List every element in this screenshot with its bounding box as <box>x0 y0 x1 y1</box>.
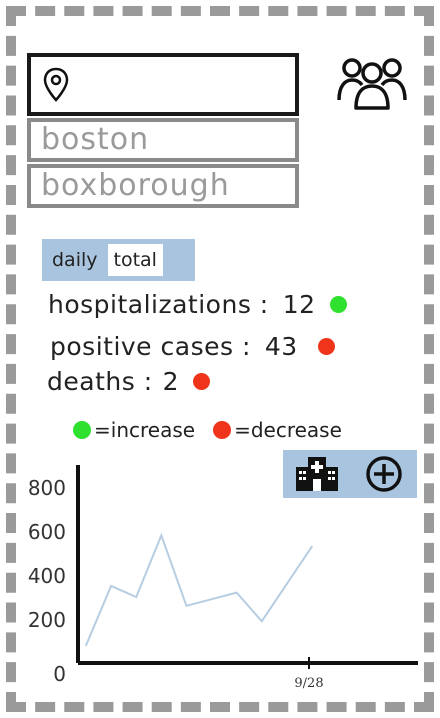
stat-value: 12 <box>282 290 316 319</box>
data-point <box>160 534 163 537</box>
x-tick-label: 9/28 <box>294 676 323 691</box>
stat-value: 2 <box>162 367 180 396</box>
decrease-dot <box>213 421 232 439</box>
data-point <box>235 591 238 594</box>
stat-label: hospitalizations : <box>48 290 269 319</box>
data-point <box>185 605 188 607</box>
tab-daily[interactable]: daily <box>52 249 98 271</box>
hospital-icon <box>295 457 338 491</box>
people-button[interactable] <box>336 54 408 110</box>
y-tick-label: 0 <box>53 662 66 686</box>
increase-dot <box>73 421 91 439</box>
data-point <box>260 620 263 622</box>
daily-total-toggle: daily total <box>42 239 195 281</box>
people-group-icon <box>337 58 407 110</box>
suggestion-item-boxborough[interactable]: boxborough <box>27 164 299 208</box>
trend-dot <box>317 338 335 355</box>
y-tick-label: 400 <box>28 564 66 588</box>
y-tick-label: 600 <box>28 520 66 544</box>
data-point <box>286 583 288 585</box>
stat-label: deaths : <box>47 367 153 396</box>
location-search-input[interactable] <box>27 53 299 116</box>
stat-positive-cases: positive cases : 43 <box>50 332 335 361</box>
y-tick-label: 200 <box>28 608 66 632</box>
trend-dot <box>193 373 211 390</box>
trend-dot <box>329 296 347 313</box>
data-point <box>210 598 213 600</box>
series-line <box>85 532 313 646</box>
legend-item-decrease: =decrease <box>213 418 342 442</box>
stat-hospitalizations: hospitalizations : 12 <box>48 290 347 319</box>
stat-value: 43 <box>264 332 298 361</box>
data-point <box>110 585 112 587</box>
plus-circle-icon <box>365 456 402 492</box>
add-chart-button[interactable] <box>360 454 408 494</box>
trend-legend: =increase =decrease <box>73 418 360 442</box>
stat-label: positive cases : <box>50 332 251 361</box>
data-point <box>311 545 313 548</box>
legend-item-increase: =increase <box>73 418 195 442</box>
tab-total[interactable]: total <box>107 244 163 276</box>
stat-deaths: deaths : 2 <box>47 367 211 396</box>
y-tick-label: 800 <box>28 476 66 500</box>
data-point <box>135 596 138 598</box>
legend-label: =increase <box>94 418 196 442</box>
line-chart: 800 600 400 200 0 9/28 <box>28 465 418 691</box>
location-pin-icon <box>43 67 69 102</box>
hospital-button[interactable] <box>293 454 341 494</box>
legend-label: =decrease <box>234 418 342 442</box>
chart-toolbar <box>283 450 417 498</box>
data-point <box>85 644 87 647</box>
suggestion-item-boston[interactable]: boston <box>27 118 299 162</box>
